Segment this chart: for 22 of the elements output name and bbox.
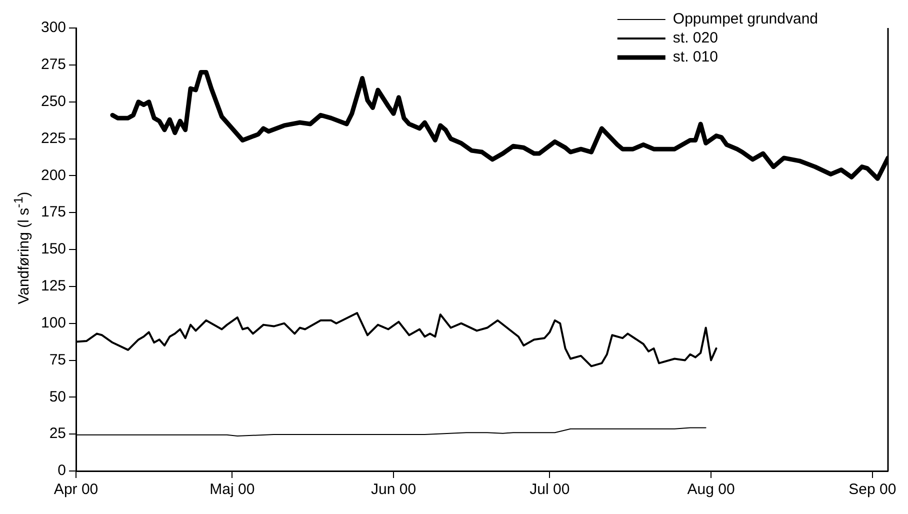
legend-label: Oppumpet grundvand: [672, 10, 818, 28]
y-tick-label: 275: [40, 56, 66, 74]
x-tick-label: Apr 00: [54, 481, 98, 498]
y-tick-label: 50: [49, 388, 66, 406]
y-tick-label: 250: [40, 92, 66, 110]
y-tick-label: 300: [40, 19, 66, 36]
legend-label: st. 020: [672, 30, 718, 47]
y-tick-label: 100: [40, 314, 66, 332]
y-tick-label: 0: [58, 462, 66, 480]
y-tick-label: 25: [49, 425, 66, 442]
y-tick-label: 200: [40, 166, 66, 184]
y-tick-label: 125: [40, 278, 66, 295]
x-tick-label: Jun 00: [371, 481, 416, 498]
y-tick-label: 75: [49, 351, 66, 368]
y-tick-label: 175: [40, 204, 66, 221]
y-tick-label: 150: [40, 240, 66, 258]
x-tick-label: Sep 00: [848, 481, 896, 498]
x-tick-label: Jul 00: [530, 481, 570, 498]
x-tick-label: Maj 00: [210, 481, 255, 498]
x-tick-label: Aug 00: [687, 481, 735, 498]
legend-label: st. 010: [672, 48, 718, 66]
y-tick-label: 225: [40, 130, 66, 147]
